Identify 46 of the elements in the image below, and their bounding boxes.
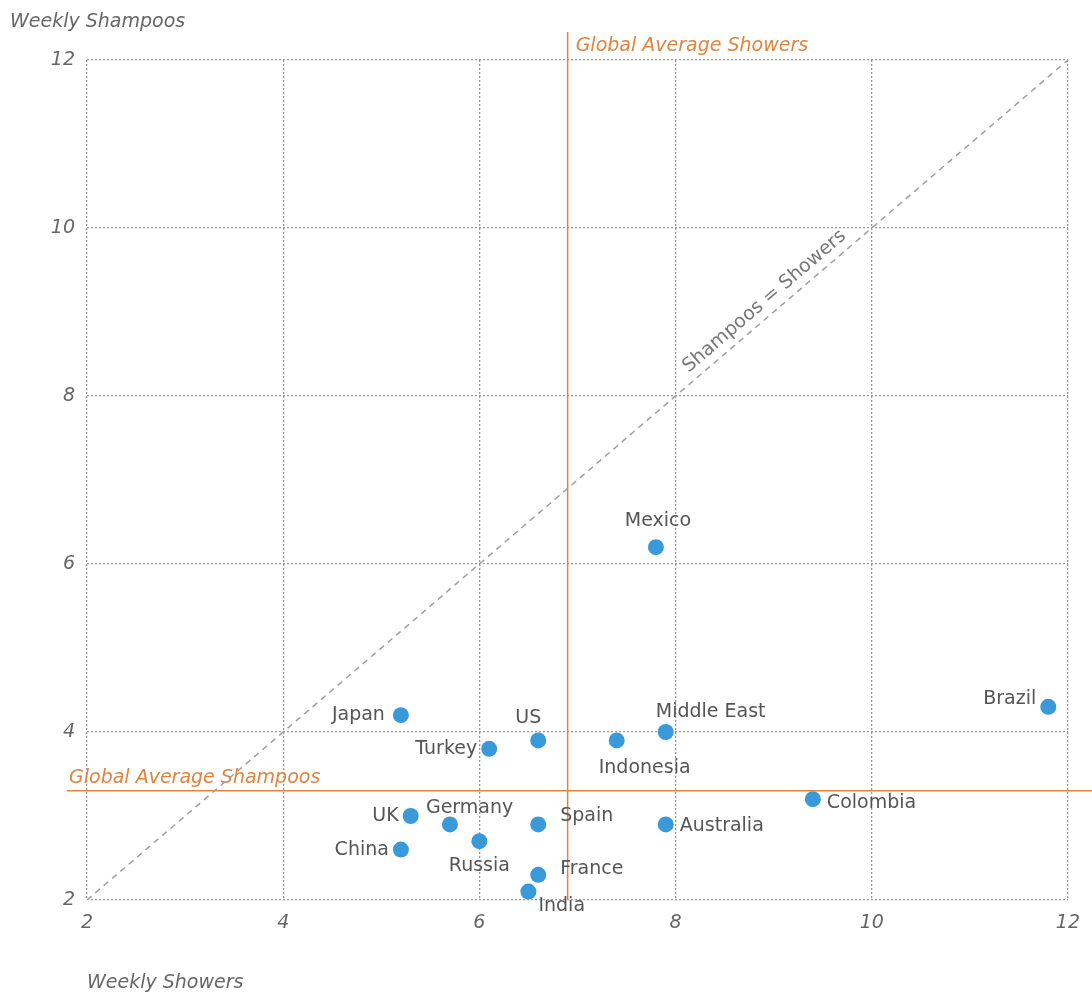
point [657,724,674,740]
y-axis-title: Weekly Shampoos [10,8,186,31]
point [441,816,458,833]
point [804,791,821,808]
annotation: US [515,705,542,728]
point [657,816,674,833]
x-tick-label: 6 [473,910,486,933]
x-tick-label: 4 [277,910,290,933]
x-tick-label: 2 [80,910,94,933]
point [530,816,547,833]
y-tick-label: 8 [62,382,75,405]
annotation: Australia [679,813,764,836]
point [530,866,547,883]
ref-line-label: Global Average Showers [575,33,809,56]
annotation: Russia [448,853,510,876]
annotation: Brazil [983,685,1037,708]
y-tick-label: 2 [62,886,75,909]
x-tick-label: 10 [859,910,884,933]
point [392,707,409,724]
annotation: Japan [330,702,385,725]
y-tick-label: 10 [50,214,75,237]
annotation: Middle East [655,698,766,721]
point [647,539,664,556]
point [1040,698,1057,715]
annotation: China [334,836,389,859]
annotation: India [538,892,586,915]
ref-line-label: Global Average Shampoos [69,765,321,788]
point [471,833,488,850]
annotation: Turkey [414,735,478,758]
point [520,883,537,900]
point [481,740,498,757]
annotation: UK [372,802,400,825]
y-tick-label: 4 [62,718,75,741]
annotation: Mexico [624,508,692,531]
x-tick-label: 8 [669,910,682,933]
annotation: Germany [425,795,514,818]
point [392,841,409,858]
x-axis-title: Weekly Showers [87,969,244,992]
point [402,808,419,824]
y-tick-label: 6 [62,550,75,573]
annotation: Colombia [826,790,917,813]
y-tick-label: 12 [50,46,75,69]
annotation: Indonesia [598,755,691,778]
point [608,732,625,749]
point [530,732,547,749]
x-tick-label: 12 [1055,910,1081,933]
